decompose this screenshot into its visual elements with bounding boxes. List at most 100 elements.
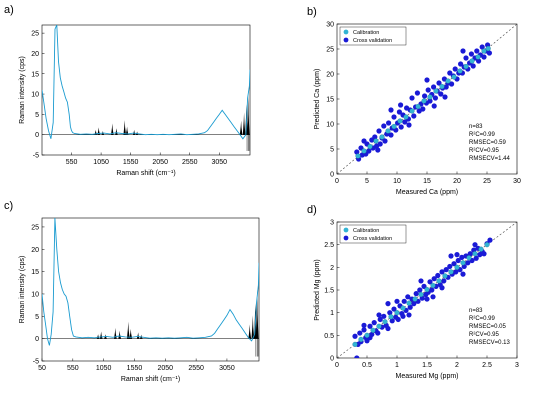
x-tick-label: 15 [423,178,431,185]
x-tick-label: 30 [513,178,521,185]
cross-validation-point [357,330,363,336]
cross-validation-point [481,54,487,60]
cross-validation-point [413,291,419,297]
spectrum-line [42,25,250,140]
y-tick-label: 1.5 [324,288,334,295]
y-axis-label: Raman intensity (cps) [19,56,26,124]
spectrum-chart-c: 50 550 1050 1550 2050 2550 3050 -5 0 5 10 15 20 25 Ram… [19,217,260,383]
cross-validation-point [376,312,382,318]
spectral-band [251,315,255,339]
plot-frame [41,217,260,362]
y-tick-label: 0.5 [324,333,334,340]
stats-line: R²CV=0.95 [469,148,500,154]
cross-validation-point [409,95,415,101]
plot-area [42,25,250,151]
calibration-point [454,264,460,270]
cross-validation-point [481,251,487,257]
calibration-point [427,94,433,100]
x-tick-label: 3050 [211,159,227,166]
cross-validation-point [391,306,397,312]
calibration-point [355,153,361,159]
calibration-point [406,300,412,306]
spectral-band [123,120,127,135]
y-tick-label: 0 [35,132,39,139]
calibration-point [376,323,382,329]
x-tick-label: 2050 [158,365,174,372]
reference-line [337,24,517,174]
spectral-band [126,321,130,339]
y-tick-label: 15 [326,97,334,104]
calibration-point [433,88,439,94]
cross-validation-point [406,122,412,128]
calibration-point [448,269,454,275]
cross-validation-point [377,316,383,323]
cross-validation-point [424,77,430,83]
calibration-point [388,314,394,320]
calibration-point [484,242,490,248]
y-tick-label: 3 [330,220,334,227]
cross-validation-point [398,102,404,108]
x-tick-label: 550 [67,365,79,372]
calibration-point [391,123,397,130]
plot-area [337,24,517,174]
cross-validation-point [441,278,447,284]
calibration-point [481,48,487,54]
y-tick-label: 2 [330,265,334,272]
calibration-point [457,68,463,74]
legend-box [339,26,407,46]
stats-line: R²C=0.99 [469,316,496,322]
cross-validation-point [432,95,438,101]
x-tick-label: 3050 [219,365,235,372]
stats-line: R²CV=0.95 [469,332,500,338]
cross-validation-point [463,55,469,61]
calibration-point [415,103,421,110]
cross-validation-point [406,312,412,318]
x-tick-label: 1550 [127,365,143,372]
calibration-point [485,45,491,52]
y-tick-label: 2.5 [324,242,334,249]
spectral-band [99,331,103,339]
cross-validation-point [402,119,408,125]
cross-validation-point [411,113,417,119]
panel-letter-c: c) [4,200,13,212]
stats-line: RMSEC=0.59 [469,140,507,146]
y-tick-label: 25 [31,224,39,231]
plot-area [337,222,517,358]
calibration-point [352,341,358,347]
stats-line: R²C=0.99 [469,132,496,138]
cross-validation-point [436,80,442,86]
cross-validation-point [352,333,358,339]
legend-cross-validation-label: Cross validation [353,236,392,242]
calibration-point [370,327,376,333]
calibration-point [460,260,466,266]
cross-validation-point [435,272,441,279]
cross-validation-point [371,320,377,326]
legend-calibration-label: Calibration [353,30,379,36]
y-tick-label: 20 [31,51,39,58]
x-tick-label: 550 [66,159,78,166]
x-tick-label: 0 [335,178,339,185]
cross-validation-point [375,330,381,336]
spectral-band [129,328,133,339]
legend-box [339,224,407,244]
y-tick-label: 15 [31,269,39,276]
calibration-point [409,108,415,114]
calibration-point [379,134,385,140]
cross-validation-point [366,148,372,154]
calibration-point [418,291,424,298]
x-tick-label: 1.5 [422,362,432,369]
y-tick-label: 5 [35,112,39,119]
cross-validation-point [361,138,367,144]
legend-cross-validation-marker [343,37,349,43]
stats-line: RMSECV=0.13 [469,340,511,346]
calibration-point [466,255,472,261]
cross-validation-point [361,322,367,328]
spectral-band [111,123,114,135]
calibration-point [412,296,418,302]
cross-validation-point [453,269,459,275]
calibration-point [364,332,370,338]
cross-validation-point [465,260,471,266]
cross-validation-point [385,301,391,307]
spectral-band [255,289,259,339]
